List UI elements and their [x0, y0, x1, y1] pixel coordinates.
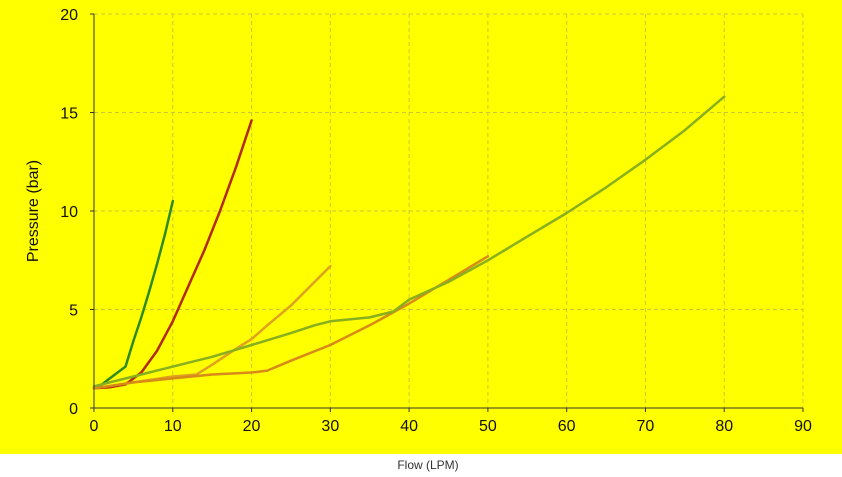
y-tick-label: 5	[69, 303, 78, 320]
x-tick-label: 30	[321, 418, 339, 435]
x-tick-label: 0	[90, 418, 99, 435]
x-tick-label: 70	[637, 418, 655, 435]
y-tick-label: 20	[60, 7, 78, 24]
series-line-4	[92, 255, 490, 390]
axes	[90, 13, 804, 412]
y-tick-label: 15	[60, 106, 78, 123]
series-lines	[92, 95, 726, 390]
y-tick-label: 10	[60, 204, 78, 221]
x-tick-label: 90	[794, 418, 812, 435]
plot-background	[0, 0, 842, 454]
y-axis-label: Pressure (bar)	[25, 160, 42, 262]
x-tick-label: 50	[479, 418, 497, 435]
x-axis-label: Flow (LPM)	[397, 458, 458, 472]
tick-labels: 0 10 20 30 40 50 60 70 80 90 0 5 10 15 20	[60, 7, 812, 435]
x-tick-label: 60	[558, 418, 576, 435]
series-line-1	[92, 199, 175, 390]
x-tick-label: 40	[400, 418, 418, 435]
series-line-5	[92, 95, 726, 388]
grid-lines	[94, 13, 804, 408]
x-tick-label: 10	[164, 418, 182, 435]
y-tick-label: 0	[69, 401, 78, 418]
x-tick-label: 20	[243, 418, 261, 435]
x-tick-label: 80	[715, 418, 733, 435]
